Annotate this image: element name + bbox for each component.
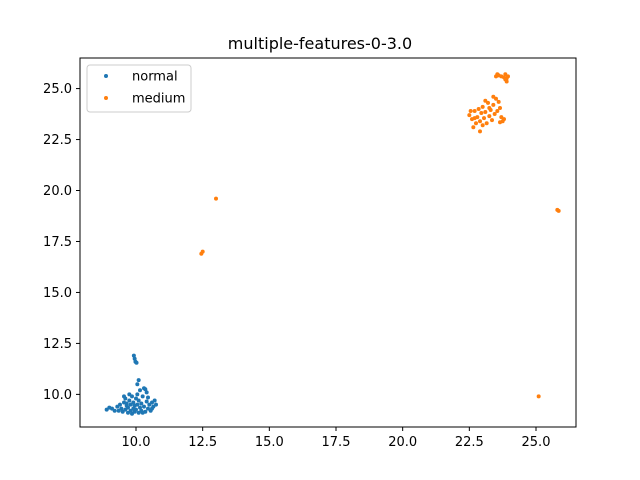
data-point-medium: [506, 74, 510, 79]
data-point-medium: [214, 196, 218, 201]
data-point-normal: [146, 395, 150, 400]
data-point-normal: [134, 360, 139, 365]
data-point-medium: [200, 249, 205, 254]
y-tick-label: 17.5: [43, 235, 72, 250]
data-point-medium: [487, 105, 492, 110]
data-point-normal: [140, 394, 145, 399]
x-tick-label: 22.5: [455, 435, 484, 450]
x-tick-label: 15.0: [255, 435, 284, 450]
data-point-normal: [139, 401, 144, 406]
data-point-medium: [480, 104, 485, 109]
data-point-normal: [138, 405, 142, 410]
x-tick-label: 10.0: [122, 435, 151, 450]
data-point-medium: [487, 114, 492, 119]
x-tick-label: 25.0: [522, 435, 551, 450]
data-point-medium: [478, 119, 482, 124]
data-point-normal: [132, 356, 137, 361]
data-point-medium: [502, 117, 506, 122]
data-point-medium: [483, 98, 488, 103]
data-point-normal: [127, 392, 132, 397]
data-point-normal: [131, 353, 136, 358]
y-tick-label: 15.0: [43, 286, 72, 301]
data-point-medium: [498, 105, 502, 110]
data-point-normal: [127, 398, 132, 403]
data-point-medium: [479, 111, 484, 116]
x-tick-label: 12.5: [188, 435, 217, 450]
legend-label-normal: normal: [132, 70, 178, 85]
legend-label-medium: medium: [132, 92, 185, 107]
data-point-medium: [467, 113, 472, 118]
data-point-normal: [136, 378, 141, 383]
data-point-normal: [135, 382, 140, 387]
data-point-medium: [498, 120, 502, 125]
y-tick-label: 10.0: [43, 388, 72, 403]
chart-title: multiple-features-0-3.0: [228, 34, 412, 53]
data-point-normal: [144, 390, 149, 395]
legend-marker-medium: [104, 96, 108, 100]
data-point-medium: [491, 94, 496, 99]
x-tick-label: 20.0: [388, 435, 417, 450]
data-point-medium: [490, 118, 494, 123]
data-point-medium: [536, 394, 541, 399]
legend: normal medium: [86, 64, 192, 113]
data-point-normal: [138, 388, 142, 393]
plot-area: [79, 57, 577, 428]
data-point-normal: [143, 387, 148, 392]
data-point-normal: [126, 405, 130, 410]
data-point-normal: [135, 402, 140, 407]
data-point-normal: [112, 408, 117, 413]
y-tick-label: 20.0: [43, 184, 72, 199]
data-point-normal: [119, 406, 124, 411]
data-point-medium: [556, 208, 561, 213]
data-point-medium: [472, 109, 477, 114]
data-point-normal: [124, 401, 129, 406]
data-point-medium: [491, 102, 496, 107]
points-layer: [104, 72, 561, 416]
data-point-normal: [150, 406, 154, 411]
data-point-medium: [472, 116, 477, 121]
data-point-normal: [144, 399, 149, 404]
data-point-normal: [130, 411, 134, 416]
data-point-medium: [495, 72, 500, 77]
data-point-medium: [496, 99, 501, 104]
data-point-normal: [135, 392, 140, 397]
data-point-medium: [492, 112, 497, 117]
data-point-normal: [142, 404, 146, 409]
data-point-normal: [118, 402, 122, 407]
data-point-medium: [495, 109, 500, 114]
data-point-medium: [483, 110, 488, 115]
data-point-medium: [478, 129, 482, 134]
x-axis: 10.0 12.5 15.0 17.5 20.0 22.5 25.0: [122, 427, 551, 450]
x-tick-label: 17.5: [322, 435, 351, 450]
data-point-normal: [136, 398, 141, 403]
data-point-normal: [154, 402, 158, 407]
data-point-normal: [152, 398, 157, 403]
y-tick-label: 22.5: [43, 133, 72, 148]
data-point-normal: [134, 407, 138, 412]
y-axis: 10.0 12.5 15.0 17.5 20.0 22.5 25.0: [43, 82, 80, 403]
data-point-normal: [122, 394, 126, 399]
data-point-medium: [482, 116, 486, 121]
y-tick-label: 12.5: [43, 337, 72, 352]
data-point-medium: [480, 123, 485, 128]
y-tick-label: 25.0: [43, 82, 72, 97]
data-point-normal: [140, 410, 145, 415]
legend-marker-normal: [104, 74, 108, 78]
data-point-medium: [484, 121, 489, 126]
data-point-medium: [474, 121, 478, 126]
data-point-medium: [471, 125, 476, 130]
data-point-medium: [476, 106, 481, 111]
data-point-medium: [503, 77, 508, 82]
data-point-normal: [131, 400, 136, 405]
legend-frame: [86, 64, 192, 113]
data-point-medium: [468, 109, 473, 114]
